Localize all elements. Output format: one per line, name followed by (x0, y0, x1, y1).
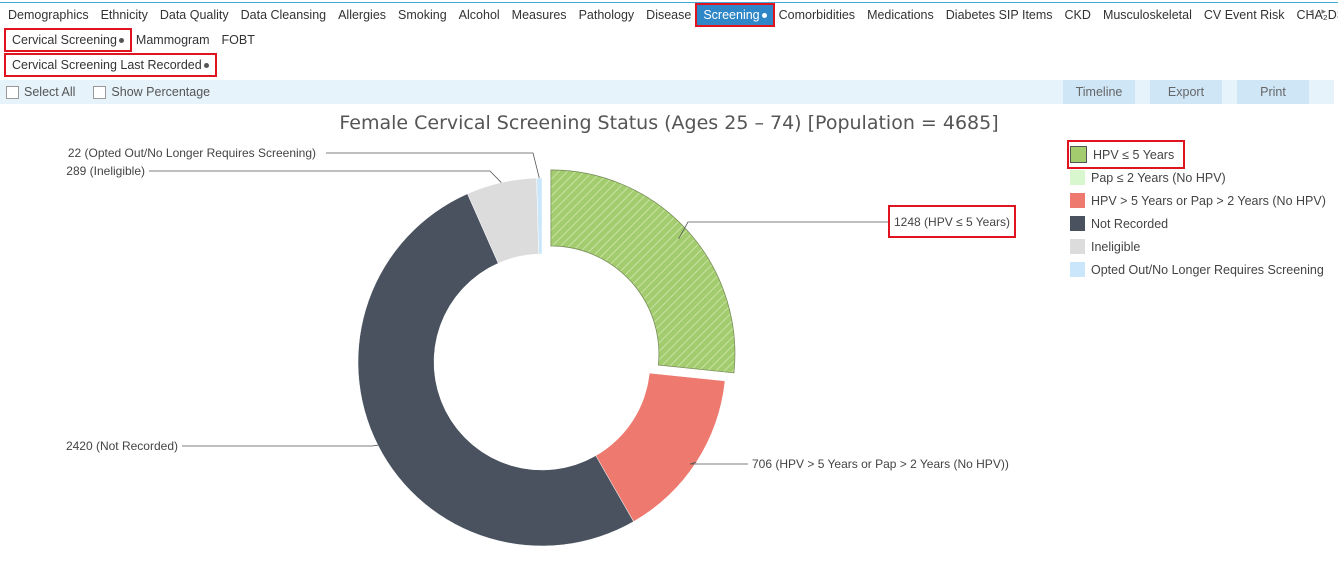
report-tab-bar: Cervical Screening Last Recorded (4, 53, 217, 77)
tab-label: Medications (867, 8, 934, 22)
tab-label: Measures (511, 8, 567, 22)
toolbar: Select All Show Percentage Timeline Expo… (0, 80, 1334, 104)
legend-label: Not Recorded (1091, 216, 1169, 231)
tab-cv-event-risk[interactable]: CV Event Risk (1198, 5, 1291, 25)
tab-measures[interactable]: Measures (506, 5, 573, 25)
data-label: 1248 (HPV ≤ 5 Years) (894, 215, 1010, 229)
tab-alcohol[interactable]: Alcohol (453, 5, 506, 25)
legend-swatch-icon (1070, 262, 1085, 277)
legend-swatch-icon (1070, 193, 1085, 208)
tab-ethnicity[interactable]: Ethnicity (95, 5, 154, 25)
legend-label: HPV > 5 Years or Pap > 2 Years (No HPV) (1091, 193, 1326, 208)
tab-ckd[interactable]: CKD (1059, 5, 1097, 25)
tab-fobt[interactable]: FOBT (216, 30, 261, 50)
tab-diabetes-sip-items[interactable]: Diabetes SIP Items (940, 5, 1059, 25)
screening-subtab-bar: Cervical Screening Mammogram FOBT (4, 28, 261, 52)
tab-label: Cervical Screening (12, 33, 117, 47)
tab-pathology[interactable]: Pathology (573, 5, 641, 25)
timeline-button[interactable]: Timeline (1063, 80, 1135, 104)
chart-legend: HPV ≤ 5 Years Pap ≤ 2 Years (No HPV) HPV >… (1067, 140, 1326, 281)
legend-swatch-icon (1070, 146, 1087, 163)
tab-label: FOBT (221, 33, 255, 47)
leader-line (149, 170, 502, 183)
legend-label: HPV ≤ 5 Years (1093, 147, 1175, 162)
tab-demographics[interactable]: Demographics (0, 5, 95, 25)
legend-item[interactable]: Ineligible (1070, 235, 1326, 258)
legend-item[interactable]: Not Recorded (1070, 212, 1326, 235)
tab-label: Disease (646, 8, 692, 22)
tab-label: Musculoskeletal (1102, 8, 1192, 22)
legend-item[interactable]: Opted Out/No Longer Requires Screening (1070, 258, 1326, 281)
slice-opted-out-no-longer-requires-screening[interactable] (536, 177, 543, 255)
tab-label: CKD (1064, 8, 1091, 22)
checkbox-icon[interactable] (6, 85, 19, 99)
tab-label: Pathology (578, 8, 635, 22)
tab-label: Cervical Screening Last Recorded (12, 58, 202, 72)
select-all-label: Select All (24, 85, 76, 99)
tab-label: Demographics (8, 8, 89, 22)
data-label: 289 (Ineligible) (66, 164, 145, 178)
tab-label: Ethnicity (100, 8, 148, 22)
leader-line (326, 152, 540, 179)
leader-line (689, 461, 748, 465)
tab-data-quality[interactable]: Data Quality (154, 5, 235, 25)
active-dot-icon (761, 13, 767, 19)
slice-hpv-5-years[interactable] (550, 169, 736, 374)
legend-item[interactable]: Pap ≤ 2 Years (No HPV) (1070, 166, 1326, 189)
active-dot-icon (118, 38, 124, 44)
show-percentage-label: Show Percentage (111, 85, 211, 99)
data-label: 2420 (Not Recorded) (66, 439, 178, 453)
legend-item[interactable]: HPV ≤ 5 Years (1067, 140, 1185, 169)
tab-smoking[interactable]: Smoking (392, 5, 453, 25)
select-all-checkbox[interactable]: Select All (6, 85, 75, 99)
category-tab-bar: Demographics Ethnicity Data Quality Data Cl… (0, 3, 1338, 27)
slice-not-recorded[interactable] (357, 193, 634, 547)
highlight-box-hpv-label (888, 205, 1016, 238)
tab-label: Smoking (398, 8, 447, 22)
checkbox-icon[interactable] (93, 85, 107, 99)
legend-swatch-icon (1070, 216, 1085, 231)
tab-musculoskeletal[interactable]: Musculoskeletal (1097, 5, 1198, 25)
tab-screening[interactable]: Screening (695, 3, 775, 27)
tab-cervical-screening-last-recorded[interactable]: Cervical Screening Last Recorded (4, 53, 217, 77)
leader-line (182, 444, 378, 447)
tab-comorbidities[interactable]: Comorbidities (773, 5, 861, 25)
tab-medications[interactable]: Medications (861, 5, 940, 25)
tab-label: CHA₂DS₂VA (1296, 8, 1338, 22)
legend-label: Opted Out/No Longer Requires Screening (1091, 262, 1324, 277)
export-button[interactable]: Export (1150, 80, 1222, 104)
tab-label: Screening (703, 8, 760, 22)
data-label: 706 (HPV > 5 Years or Pap > 2 Years (No … (752, 457, 1009, 471)
tab-cha-ds-va[interactable]: CHA₂DS₂VA (1290, 5, 1338, 25)
tab-label: Allergies (338, 8, 387, 22)
tab-label: CV Event Risk (1203, 8, 1285, 22)
tab-mammogram[interactable]: Mammogram (130, 30, 216, 50)
tab-allergies[interactable]: Allergies (332, 5, 392, 25)
active-dot-icon (203, 63, 209, 69)
tab-label: Alcohol (458, 8, 500, 22)
legend-label: Pap ≤ 2 Years (No HPV) (1091, 170, 1226, 185)
leader-line (678, 221, 889, 239)
legend-item[interactable]: HPV > 5 Years or Pap > 2 Years (No HPV) (1070, 189, 1326, 212)
tab-label: Comorbidities (778, 8, 856, 22)
tab-label: Data Quality (159, 8, 229, 22)
data-label: 22 (Opted Out/No Longer Requires Screeni… (68, 146, 316, 160)
tab-cervical-screening[interactable]: Cervical Screening (4, 28, 132, 52)
tab-disease[interactable]: Disease (640, 5, 697, 25)
print-button[interactable]: Print (1237, 80, 1309, 104)
legend-swatch-icon (1070, 170, 1085, 185)
tab-label: Mammogram (135, 33, 210, 47)
legend-swatch-icon (1070, 239, 1085, 254)
tab-label: Diabetes SIP Items (945, 8, 1053, 22)
tab-label: Data Cleansing (240, 8, 327, 22)
tab-scroll-arrows[interactable]: ◂▸ (1308, 6, 1334, 16)
show-percentage-checkbox[interactable]: Show Percentage (93, 85, 210, 99)
top-accent-line (0, 2, 1338, 3)
tab-data-cleansing[interactable]: Data Cleansing (235, 5, 332, 25)
legend-label: Ineligible (1091, 239, 1141, 254)
chart-title: Female Cervical Screening Status (Ages 2… (339, 112, 999, 134)
